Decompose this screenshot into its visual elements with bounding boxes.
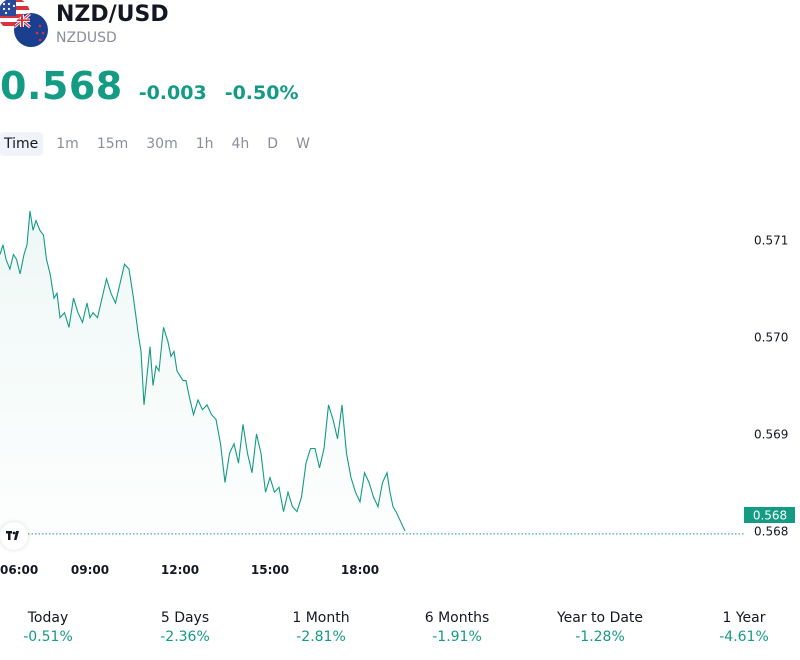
price-change-percent: -0.50% bbox=[224, 82, 299, 104]
x-axis: 06:00 09:00 12:00 15:00 18:00 bbox=[0, 563, 379, 577]
price-line bbox=[0, 210, 406, 532]
y-tick-label: 0.568 bbox=[754, 525, 788, 539]
perf-6-months[interactable]: 6 Months -1.91% bbox=[397, 610, 517, 645]
tab-15m[interactable]: 15m bbox=[96, 136, 129, 152]
last-price: 0.568 bbox=[0, 64, 123, 108]
perf-5-days[interactable]: 5 Days -2.36% bbox=[125, 610, 245, 645]
x-tick-label: 12:00 bbox=[161, 563, 199, 577]
last-price-tag-bg bbox=[744, 507, 795, 523]
price-chart[interactable]: 0.571 0.570 0.569 0.568 06:00 09:00 12:00 15:0… bbox=[0, 0, 800, 600]
tradingview-logo-icon[interactable] bbox=[0, 522, 28, 550]
perf-label: 1 Year bbox=[722, 610, 766, 626]
tab-1m[interactable]: 1m bbox=[56, 136, 79, 152]
perf-label: 6 Months bbox=[424, 610, 490, 626]
perf-year-to-date[interactable]: Year to Date -1.28% bbox=[540, 610, 660, 645]
x-tick-label: 09:00 bbox=[71, 563, 109, 577]
timeframe-tabs: Time 1m 15m 30m 1h 4h D W bbox=[0, 132, 319, 156]
y-tick-label: 0.570 bbox=[754, 331, 788, 345]
perf-value: -0.51% bbox=[23, 629, 73, 645]
tab-4h[interactable]: 4h bbox=[231, 136, 250, 152]
perf-value: -2.81% bbox=[296, 629, 346, 645]
last-price-tag: 0.568 bbox=[744, 507, 795, 523]
price-change: -0.003 bbox=[138, 82, 207, 104]
y-tick-label: 0.569 bbox=[754, 428, 788, 442]
symbol-ticker: NZDUSD bbox=[56, 30, 117, 46]
tab-1h[interactable]: 1h bbox=[195, 136, 214, 152]
y-tick-label: 0.571 bbox=[754, 234, 788, 248]
perf-label: 5 Days bbox=[160, 610, 210, 626]
x-tick-label: 18:00 bbox=[341, 563, 379, 577]
tab-w[interactable]: W bbox=[296, 136, 310, 152]
symbol-title: NZD/USD bbox=[56, 2, 169, 27]
perf-1-year[interactable]: 1 Year -4.61% bbox=[684, 610, 800, 645]
price-row: 0.568 -0.003 -0.50% bbox=[0, 64, 299, 108]
tab-d[interactable]: D bbox=[267, 136, 279, 152]
perf-label: 1 Month bbox=[292, 610, 350, 626]
perf-value: -1.28% bbox=[575, 629, 625, 645]
y-axis: 0.571 0.570 0.569 0.568 bbox=[754, 234, 788, 539]
perf-value: -2.36% bbox=[160, 629, 210, 645]
perf-label: Today bbox=[27, 610, 69, 626]
tab-30m[interactable]: 30m bbox=[146, 136, 178, 152]
perf-1-month[interactable]: 1 Month -2.81% bbox=[261, 610, 381, 645]
performance-strip: Today -0.51% 5 Days -2.36% 1 Month -2.81… bbox=[0, 610, 800, 654]
x-tick-label: 15:00 bbox=[251, 563, 289, 577]
last-price-tag-text: 0.568 bbox=[753, 509, 787, 523]
price-area-fill bbox=[0, 210, 405, 531]
perf-value: -1.91% bbox=[432, 629, 482, 645]
perf-value: -4.61% bbox=[719, 629, 769, 645]
perf-label: Year to Date bbox=[556, 610, 644, 626]
usd-nzd-flags-icon bbox=[0, 0, 48, 47]
tab-time[interactable]: Time bbox=[0, 132, 44, 156]
perf-today[interactable]: Today -0.51% bbox=[0, 610, 108, 645]
x-tick-label: 06:00 bbox=[0, 563, 38, 577]
